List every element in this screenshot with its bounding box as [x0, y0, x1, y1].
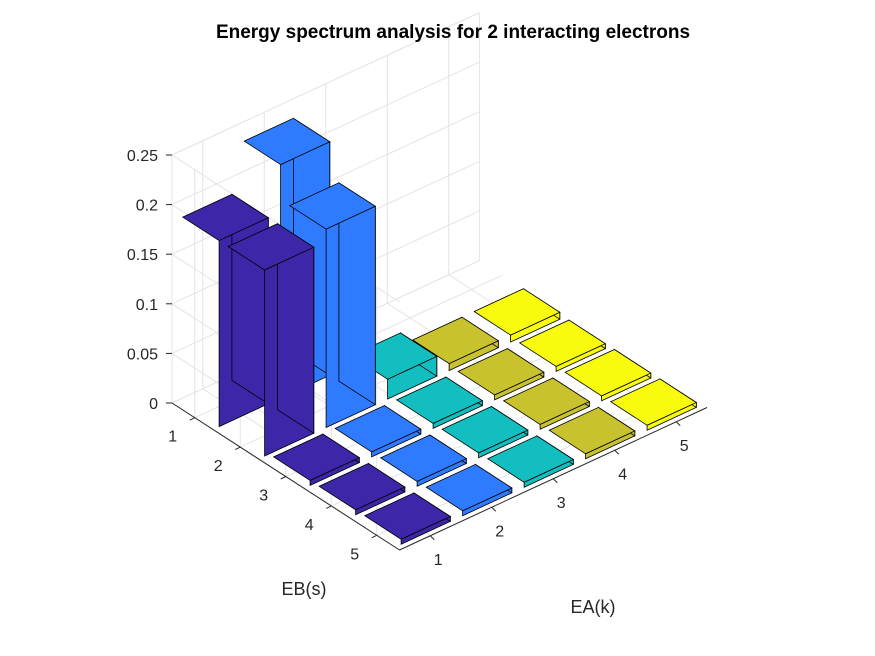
bar-k1-s5: [363, 492, 452, 545]
y-tick-label: 5: [350, 546, 359, 563]
bar-face-top: [473, 288, 561, 336]
y-axis-label: EB(s): [282, 579, 327, 599]
y-tick-mark: [235, 446, 241, 451]
x-tick-label: 1: [434, 552, 443, 569]
x-tick-mark: [429, 535, 435, 541]
bar-face-top: [181, 193, 270, 242]
box-edge: [171, 12, 480, 156]
z-tick-label: 0.2: [136, 198, 158, 215]
x-tick-label: 5: [680, 438, 689, 455]
bar-face-top: [518, 319, 607, 367]
y-tick-label: 2: [214, 458, 223, 475]
bar-k2-s4: [379, 434, 468, 487]
bar-face-top: [486, 435, 575, 483]
bar-face-top: [502, 377, 591, 425]
bar-k1-s4: [318, 462, 406, 516]
bar-face-top: [363, 492, 452, 540]
bar-face-top: [288, 182, 377, 230]
z-tick-label: 0.1: [136, 297, 158, 314]
bar-k4-s3: [457, 347, 545, 401]
bar-k1-s2: [227, 222, 315, 457]
bar-face-top: [227, 223, 315, 271]
bar-face-top: [441, 406, 529, 454]
x-axis-label: EA(k): [571, 597, 616, 617]
x-tick-label: 4: [618, 466, 627, 483]
y-tick-mark: [371, 534, 377, 539]
bar-k5-s5: [609, 378, 698, 431]
x-tick-label: 2: [495, 523, 504, 540]
bar-k5-s2: [473, 287, 561, 343]
bar-face-top: [411, 316, 500, 365]
bar-k4-s5: [548, 406, 636, 460]
y-tick-label: 1: [168, 429, 177, 446]
x-tick-mark: [675, 421, 681, 427]
bar-k2-s3: [334, 404, 422, 458]
bar-face-top: [395, 376, 484, 424]
y-tick-label: 3: [259, 488, 268, 505]
bar-k3-s5: [486, 435, 575, 488]
bar-face-top: [457, 348, 545, 396]
bar-face-top: [609, 378, 698, 426]
y-tick-mark: [189, 417, 195, 421]
chart-title: Energy spectrum analysis for 2 interacti…: [216, 22, 690, 43]
x-tick-mark: [614, 449, 620, 455]
bar-face-top: [564, 349, 652, 397]
bar-k1-s3: [272, 433, 361, 487]
bar-face-top: [548, 406, 636, 455]
bar-k3-s4: [441, 405, 529, 459]
bar-face-top: [334, 405, 422, 453]
y-tick-mark: [326, 505, 332, 509]
bar-k2-s5: [425, 463, 513, 517]
bar-k4-s4: [502, 377, 591, 430]
x-tick-mark: [491, 506, 497, 512]
z-tick-label: 0: [149, 396, 158, 413]
bar-face-top: [272, 433, 361, 481]
y-tick-label: 4: [305, 517, 314, 534]
y-tick-mark: [280, 476, 286, 480]
bar-face-top: [318, 463, 406, 511]
bar-face-top: [425, 463, 513, 512]
bar-k3-s3: [395, 376, 484, 430]
bars-layer: [181, 117, 698, 545]
x-tick-label: 3: [557, 495, 566, 512]
z-tick-label: 0.25: [127, 148, 158, 165]
z-tick-label: 0.15: [127, 247, 158, 264]
bar-face-top: [243, 117, 331, 166]
x-tick-mark: [552, 478, 558, 484]
bar-k5-s3: [518, 319, 607, 373]
axes-layer: 0 0.05 0.1 0.15 0.2 0.25 1 2 3 4 5 1 2 3 4 5: [127, 148, 708, 569]
bar-k2-s2: [288, 182, 377, 429]
bar-k4-s2: [411, 316, 500, 372]
z-tick-label: 0.05: [127, 346, 158, 363]
bar-k5-s4: [564, 348, 652, 402]
bar-face-top: [379, 434, 468, 482]
